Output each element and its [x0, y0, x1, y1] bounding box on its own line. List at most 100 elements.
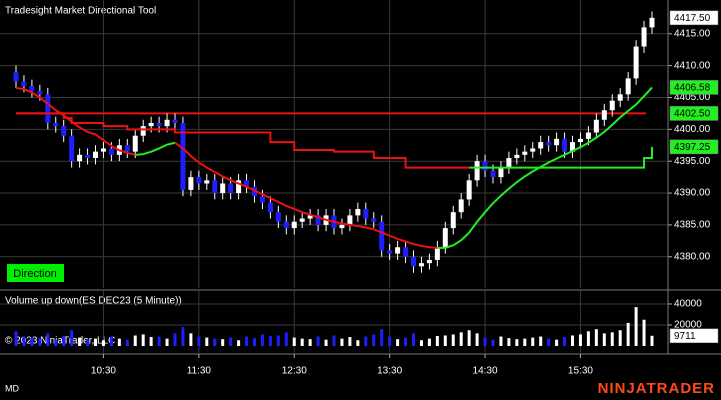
volume-bar — [642, 319, 646, 346]
volume-bar — [284, 332, 288, 346]
y-tick-label: 4405.00 — [674, 92, 711, 103]
direction-badge — [7, 264, 64, 282]
volume-bar — [602, 333, 606, 346]
volume-bar — [292, 337, 296, 346]
candle-body — [474, 161, 480, 181]
candle-body — [339, 224, 345, 229]
volume-bar — [555, 339, 559, 346]
volume-bar — [451, 334, 455, 346]
volume-bar — [539, 336, 543, 346]
candle-body — [585, 132, 591, 139]
candle-body — [577, 138, 583, 143]
y-tick-label: 4415.00 — [674, 28, 711, 39]
volume-bar — [594, 329, 598, 346]
candle-body — [418, 263, 424, 267]
candle-body — [140, 126, 146, 136]
candle-body — [172, 119, 178, 123]
volume-bar — [419, 340, 423, 346]
candle-body — [61, 126, 67, 136]
candle-body — [196, 177, 202, 184]
candle-body — [156, 122, 162, 127]
candle-body — [228, 183, 234, 194]
candle-body — [148, 122, 154, 127]
trend-line — [135, 141, 176, 156]
candle-body — [291, 221, 297, 229]
candle-body — [371, 218, 377, 222]
volume-bar — [412, 333, 415, 346]
volume-bar — [14, 331, 18, 346]
volume-bar — [62, 336, 66, 346]
volume-bar — [547, 338, 551, 346]
volume-bar — [46, 333, 50, 346]
candle-body — [442, 228, 448, 248]
volume-bar — [348, 337, 352, 346]
candle-body — [403, 247, 409, 257]
candle-body — [363, 208, 369, 219]
volume-bar — [372, 334, 376, 346]
candle-body — [275, 212, 281, 222]
volume-bar — [404, 337, 408, 346]
candle-body — [315, 215, 321, 225]
candle-body — [522, 151, 528, 155]
volume-bar — [515, 339, 519, 346]
candle-body — [180, 122, 186, 190]
volume-bar — [86, 339, 90, 346]
volume-bar — [181, 327, 185, 346]
volume-bar — [125, 339, 129, 346]
volume-bar — [332, 335, 336, 346]
direction-label: Direction — [13, 268, 56, 280]
x-tick-label: 13:30 — [377, 366, 402, 377]
candle-body — [188, 177, 194, 190]
candle-body — [546, 142, 552, 146]
x-tick-label: 15:30 — [568, 366, 593, 377]
candle-body — [307, 215, 313, 219]
candle-body — [77, 154, 83, 162]
trend-line — [437, 86, 653, 249]
candle-body — [562, 138, 568, 152]
candle-body — [283, 221, 289, 229]
volume-bar — [78, 337, 82, 346]
volume-bar — [396, 339, 400, 346]
volume-bar — [475, 333, 479, 346]
volume-bar — [531, 337, 535, 346]
volume-bar — [189, 333, 193, 346]
volume-bar — [117, 338, 121, 346]
candle-body — [355, 208, 361, 216]
candle-body — [458, 199, 464, 213]
y-tick-label: 4380.00 — [674, 251, 711, 262]
candle-body — [108, 148, 114, 155]
candle-body — [220, 183, 226, 194]
candle-body — [601, 110, 607, 120]
volume-bar — [94, 338, 97, 346]
y-tick-label: 4395.00 — [674, 156, 711, 167]
candle-body — [53, 122, 59, 127]
candle-body — [466, 180, 472, 200]
volume-bar — [380, 329, 384, 346]
volume-bar — [340, 338, 344, 346]
volume-bar — [221, 339, 225, 346]
volume-bar — [141, 334, 145, 346]
candle-body — [13, 72, 19, 82]
candle-body — [387, 250, 393, 254]
volume-bar — [364, 336, 368, 346]
candle-body — [244, 180, 250, 187]
volume-bar — [571, 335, 574, 346]
last-price-label-box — [669, 10, 719, 26]
candle-body — [69, 135, 75, 162]
volume-bar — [483, 337, 487, 346]
brand-logo: NINJATRADER — [598, 380, 715, 397]
x-tick-label: 14:30 — [473, 366, 498, 377]
y-tick-label: 4400.00 — [674, 124, 711, 135]
volume-bar — [459, 332, 463, 346]
volume-bar — [507, 338, 511, 346]
volume-bar — [253, 338, 256, 346]
candle-body — [395, 247, 401, 254]
series-end-label: 4397.25 — [674, 142, 711, 153]
candle-body — [554, 138, 560, 146]
volume-bar — [213, 338, 217, 346]
volume-bar — [626, 322, 630, 346]
volume-bar — [316, 336, 320, 346]
candle-body — [204, 180, 210, 184]
